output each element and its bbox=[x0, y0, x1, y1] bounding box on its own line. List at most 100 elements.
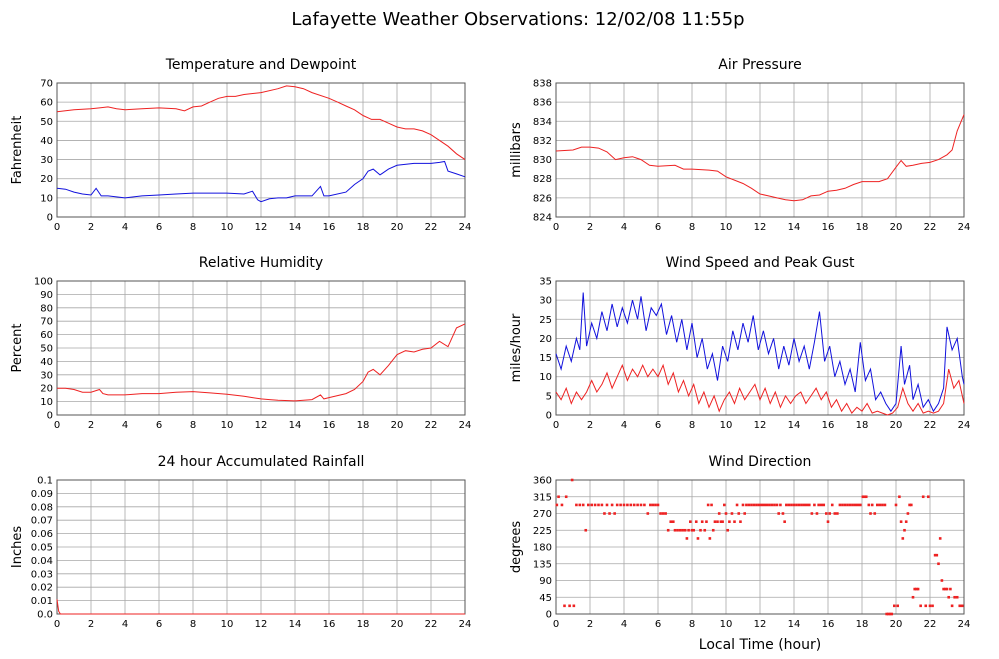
pressure-plot-frame bbox=[555, 82, 965, 218]
wind-direction-point bbox=[584, 528, 588, 532]
wind-direction-y-tick-label: 225 bbox=[533, 526, 552, 537]
x-axis-label: Local Time (hour) bbox=[699, 637, 821, 653]
wind-direction-point bbox=[888, 612, 892, 616]
pressure-y-tick-label: 828 bbox=[533, 174, 552, 185]
wind-direction-point bbox=[664, 512, 667, 515]
wind-direction-point bbox=[797, 503, 801, 507]
wind-direction-point bbox=[575, 503, 578, 507]
pressure-y-tick-label: 832 bbox=[533, 136, 552, 147]
wind-direction-point bbox=[935, 553, 939, 557]
wind-direction-y-tick-label: 270 bbox=[533, 509, 552, 520]
wind-direction-x-tick-label: 4 bbox=[621, 619, 627, 630]
humidity-y-axis-label: Percent bbox=[10, 324, 25, 373]
wind-direction-point bbox=[841, 503, 844, 507]
wind-direction-point bbox=[949, 587, 952, 591]
wind-direction-point bbox=[770, 503, 774, 507]
wind-direction-point bbox=[669, 520, 673, 523]
rainfall-x-tick-label: 20 bbox=[391, 619, 404, 630]
wind-direction-point bbox=[745, 503, 748, 507]
wind-direction-point bbox=[790, 503, 793, 507]
wind-direction-point bbox=[911, 595, 915, 599]
wind-direction-point bbox=[808, 503, 811, 507]
wind-direction-point bbox=[878, 503, 882, 507]
wind-direction-point bbox=[661, 512, 665, 515]
rainfall-y-tick-label: 0.1 bbox=[37, 476, 53, 487]
humidity-y-tick-label: 20 bbox=[40, 384, 53, 395]
wind-speed-x-tick-label: 8 bbox=[689, 420, 695, 431]
wind-direction-point bbox=[896, 604, 899, 608]
wind-direction-point bbox=[825, 512, 828, 515]
wind-direction-point bbox=[735, 503, 739, 507]
humidity-chart-title: Relative Humidity bbox=[199, 255, 323, 271]
temperature-y-tick-label: 0 bbox=[47, 213, 53, 224]
wind-direction-point bbox=[690, 528, 694, 532]
pressure-y-axis-label: millibars bbox=[509, 122, 524, 178]
humidity-red-line bbox=[57, 323, 466, 402]
temperature-blue-line bbox=[56, 160, 466, 203]
wind-direction-point bbox=[958, 604, 962, 608]
wind-direction-x-tick-label: 22 bbox=[924, 619, 937, 630]
wind-direction-y-tick-label: 135 bbox=[533, 559, 552, 570]
rainfall-y-axis-label: Inches bbox=[10, 526, 25, 568]
temperature-x-tick-label: 14 bbox=[289, 222, 302, 233]
wind-speed-x-tick-label: 6 bbox=[655, 420, 661, 431]
wind-direction-point bbox=[928, 604, 932, 608]
wind-direction-point bbox=[873, 512, 877, 515]
wind-speed-y-tick-label: 0 bbox=[546, 411, 552, 422]
rainfall-x-tick-label: 18 bbox=[357, 619, 370, 630]
rainfall-x-tick-label: 4 bbox=[122, 619, 128, 630]
wind-direction-point bbox=[608, 512, 611, 515]
rainfall-x-tick-label: 24 bbox=[459, 619, 472, 630]
wind-speed-x-tick-label: 24 bbox=[958, 420, 971, 431]
wind-direction-x-tick-label: 8 bbox=[689, 619, 695, 630]
temperature-x-tick-label: 4 bbox=[122, 222, 128, 233]
temperature-x-tick-label: 2 bbox=[88, 222, 94, 233]
pressure-x-tick-label: 6 bbox=[655, 222, 661, 233]
wind-direction-point bbox=[713, 520, 717, 523]
wind-direction-point bbox=[881, 503, 884, 507]
wind-direction-point bbox=[848, 503, 852, 507]
wind-direction-point bbox=[708, 537, 712, 540]
humidity-y-tick-label: 10 bbox=[40, 397, 53, 408]
wind-direction-point bbox=[706, 503, 710, 507]
wind-direction-point bbox=[795, 503, 798, 507]
temperature-x-tick-label: 12 bbox=[255, 222, 268, 233]
page-title: Lafayette Weather Observations: 12/02/08… bbox=[291, 9, 744, 30]
rainfall-x-tick-label: 16 bbox=[323, 619, 336, 630]
wind-direction-point bbox=[822, 503, 826, 507]
wind-direction-point bbox=[792, 503, 796, 507]
pressure-y-tick-label: 834 bbox=[533, 117, 552, 128]
wind-direction-point bbox=[830, 503, 834, 507]
wind-speed-x-tick-label: 16 bbox=[822, 420, 835, 431]
pressure-x-tick-label: 0 bbox=[553, 222, 559, 233]
wind-direction-y-tick-label: 315 bbox=[533, 492, 552, 503]
humidity-x-tick-label: 14 bbox=[289, 420, 302, 431]
temperature-y-tick-label: 60 bbox=[40, 98, 53, 109]
rainfall-y-tick-label: 0.04 bbox=[31, 556, 53, 567]
humidity-x-tick-label: 0 bbox=[54, 420, 60, 431]
wind-direction-point bbox=[739, 520, 742, 523]
temperature-y-tick-label: 20 bbox=[40, 174, 53, 185]
wind-direction-point bbox=[947, 595, 950, 599]
wind-speed-x-tick-label: 4 bbox=[621, 420, 627, 431]
wind-direction-point bbox=[762, 503, 766, 507]
rainfall-x-tick-label: 0 bbox=[54, 619, 60, 630]
wind-direction-point bbox=[898, 495, 901, 499]
wind-direction-point bbox=[597, 503, 600, 507]
wind-direction-point bbox=[581, 503, 585, 507]
wind-direction-point bbox=[924, 604, 928, 608]
wind-direction-point bbox=[659, 512, 662, 515]
wind-direction-point bbox=[656, 503, 660, 507]
wind-direction-point bbox=[728, 520, 731, 523]
wind-direction-point bbox=[568, 604, 571, 608]
rainfall-x-tick-label: 8 bbox=[190, 619, 196, 630]
humidity-y-tick-label: 70 bbox=[40, 317, 53, 328]
humidity-plot-frame bbox=[56, 280, 466, 416]
wind-direction-point bbox=[777, 512, 780, 515]
wind-direction-x-tick-label: 18 bbox=[856, 619, 869, 630]
wind-direction-x-tick-label: 2 bbox=[587, 619, 593, 630]
wind-direction-point bbox=[810, 512, 814, 515]
rainfall-y-tick-label: 0.08 bbox=[31, 502, 53, 513]
wind-direction-y-tick-label: 180 bbox=[533, 543, 552, 554]
temperature-x-tick-label: 10 bbox=[221, 222, 234, 233]
